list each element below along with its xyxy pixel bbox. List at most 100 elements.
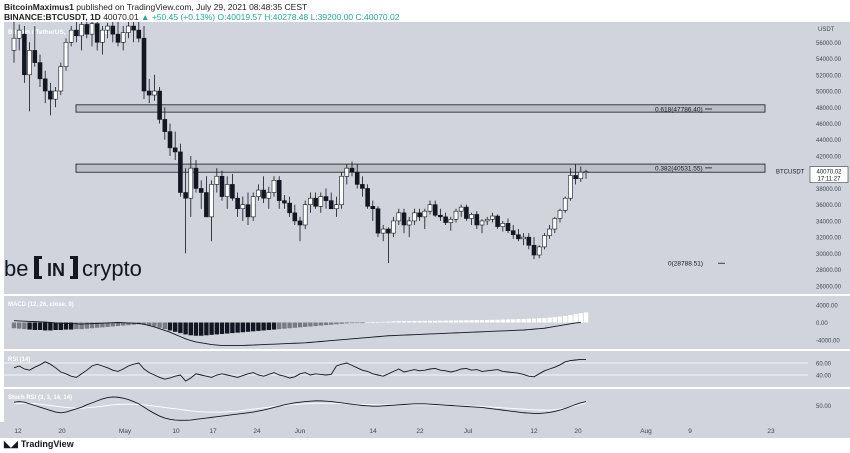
candle-body — [89, 23, 95, 35]
macd-histogram-bar — [381, 321, 386, 323]
macd-histogram-bar — [261, 322, 266, 331]
time-tick-label: 23 — [767, 428, 775, 435]
macd-histogram-bar — [167, 322, 173, 331]
chart-area[interactable]: 26000.00 28000.00 30000.00 32000.00 34000.00… — [0, 22, 850, 438]
time-tick-label: Jul — [464, 428, 473, 435]
main-legend: Bitcoin / TetherUS, 1D, BINANCE — [8, 29, 110, 36]
macd-histogram-bar — [516, 319, 521, 323]
candle-body — [198, 188, 204, 193]
macd-histogram-bar — [58, 322, 63, 331]
candle-body — [464, 206, 469, 219]
last-price-value: 40070.02 — [816, 170, 842, 176]
candle-body — [256, 189, 261, 197]
candle-body — [531, 244, 537, 256]
macd-histogram-bar — [365, 322, 370, 324]
published-text: published on TradingView.com, July 29, 2… — [76, 2, 308, 12]
macd-histogram-bar — [448, 320, 453, 323]
candle-body — [209, 184, 214, 218]
macd-histogram-bar — [308, 322, 313, 327]
candle-body — [245, 204, 251, 218]
candle-body — [48, 90, 53, 100]
macd-histogram-bar — [583, 312, 589, 323]
candle-body — [526, 236, 532, 246]
candle-body — [396, 212, 402, 222]
price-tick-label: 34000.00 — [816, 219, 842, 225]
candle-body — [469, 214, 474, 219]
macd-histogram-bar — [422, 320, 427, 323]
candle-body — [178, 151, 183, 193]
candle-body — [380, 228, 386, 234]
candle-body — [443, 216, 448, 223]
macd-histogram-bar — [401, 321, 407, 323]
candle-body — [297, 220, 303, 226]
candle-body — [453, 210, 459, 220]
fib-level-label: 0.382(40531.55) — [655, 165, 703, 172]
stoch-legend: Stoch RSI (3, 3, 14, 14) — [8, 395, 72, 401]
tradingview-brand: TradingView — [20, 439, 74, 449]
candle-body — [386, 228, 391, 234]
candle-body — [63, 41, 69, 67]
candle-body — [495, 215, 500, 227]
candle-body — [157, 90, 162, 120]
candle-body — [22, 33, 27, 76]
panel-bg-0 — [4, 22, 808, 294]
candle-body — [349, 167, 355, 173]
candle-body — [146, 90, 152, 96]
author-name: BitcoinMaximus1 — [4, 2, 74, 12]
price-tick-label: 32000.00 — [816, 236, 842, 242]
price-tick-label: 26000.00 — [816, 284, 842, 290]
candle-body — [412, 212, 417, 222]
candle-body — [438, 214, 443, 218]
macd-histogram-bar — [443, 320, 448, 323]
macd-histogram-bar — [162, 322, 167, 330]
time-tick-label: 10 — [172, 428, 180, 435]
time-tick-label: 14 — [369, 428, 377, 435]
macd-histogram-bar — [370, 322, 375, 323]
candle-body — [401, 212, 407, 226]
macd-histogram-bar — [568, 314, 573, 323]
macd-legend: MACD (12, 26, close, 9) — [8, 302, 74, 308]
macd-histogram-bar — [126, 322, 131, 326]
macd-histogram-bar — [490, 319, 495, 323]
candle-body — [313, 197, 318, 207]
candle-body — [354, 171, 360, 185]
macd-histogram-bar — [391, 321, 396, 323]
watermark-bracket-left — [34, 256, 39, 279]
candle-body — [214, 175, 220, 185]
price-tick-label: 52000.00 — [816, 73, 842, 79]
macd-histogram-bar — [193, 322, 199, 336]
time-tick-label: 12 — [530, 428, 538, 435]
symbol-name: BINANCE:BTCUSDT, 1D — [4, 12, 101, 22]
macd-histogram-bar — [235, 322, 240, 333]
macd-histogram-bar — [474, 320, 479, 323]
candle-body — [557, 210, 563, 219]
macd-histogram-bar — [479, 320, 485, 323]
up-arrow-icon: ▲ — [141, 12, 150, 22]
macd-histogram-bar — [37, 322, 43, 331]
price-tick-label: 38000.00 — [816, 187, 842, 193]
candle-body — [422, 210, 428, 218]
candle-body — [302, 204, 308, 226]
macd-histogram-bar — [355, 322, 360, 324]
macd-histogram-bar — [121, 322, 126, 326]
macd-histogram-bar — [277, 322, 282, 330]
candle-body — [536, 246, 542, 256]
candle-body — [365, 188, 370, 207]
candle-body — [42, 78, 48, 92]
stoch-d-line — [13, 402, 587, 413]
fib-level-label: 0.618(47786.40) — [655, 106, 703, 113]
candle-body — [339, 175, 344, 205]
candle-body — [204, 192, 209, 218]
price-tick-label: 28000.00 — [816, 268, 842, 274]
macd-histogram-bar — [537, 318, 542, 323]
watermark-middle: IN — [47, 260, 65, 280]
rsi-tick-label: 60.00 — [816, 362, 832, 368]
watermark-left: be — [4, 256, 28, 281]
candle-body — [219, 175, 225, 197]
macd-histogram-bar — [407, 321, 412, 323]
candle-body — [391, 220, 396, 234]
macd-histogram-bar — [552, 317, 557, 323]
macd-histogram-bar — [485, 319, 490, 323]
macd-histogram-bar — [427, 320, 433, 323]
candle-body — [250, 196, 256, 218]
